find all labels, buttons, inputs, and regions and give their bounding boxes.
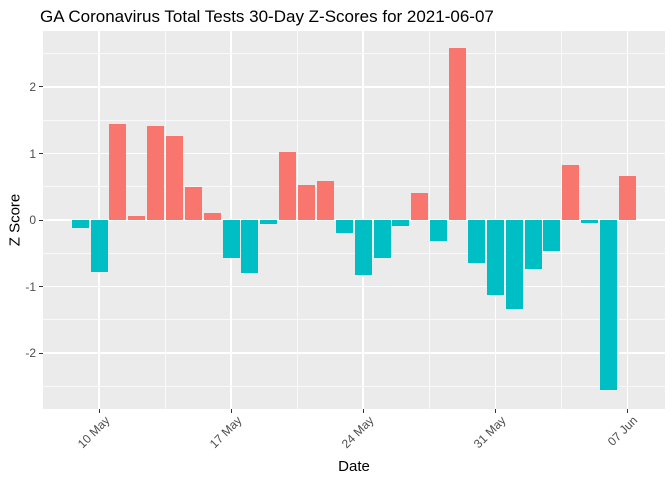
gridline-major-h (43, 219, 665, 221)
gridline-minor-h (43, 252, 665, 254)
gridline-minor-v (560, 31, 562, 409)
bar (600, 220, 617, 391)
gridline-minor-h (43, 319, 665, 321)
y-tick-label: 0 (29, 213, 36, 227)
bar (524, 220, 542, 270)
x-tick-mark (626, 409, 628, 413)
x-tick-mark (98, 409, 100, 413)
x-tick-label: 17 May (206, 413, 245, 452)
gridline-major-v (626, 31, 629, 409)
bar (298, 184, 315, 220)
bar (467, 220, 485, 263)
gridline-major-h (43, 86, 665, 88)
gridline-major-h (43, 352, 665, 354)
bar (373, 220, 391, 258)
y-tick-label: -1 (25, 279, 36, 294)
y-tick-mark (39, 352, 43, 354)
bar (279, 151, 297, 220)
bar (316, 181, 334, 220)
bar (222, 220, 240, 258)
x-tick-mark (494, 409, 496, 413)
bar (430, 220, 448, 242)
y-tick-mark (39, 219, 43, 221)
bar (203, 213, 221, 220)
bar (335, 220, 353, 234)
bar (505, 220, 523, 310)
bar (147, 125, 165, 220)
bar (354, 220, 372, 275)
bar (411, 193, 429, 220)
y-tick-mark (39, 153, 43, 154)
bar (486, 220, 504, 295)
bar (260, 220, 278, 224)
x-tick-mark (362, 409, 364, 413)
x-tick-label: 07 Jun (605, 413, 641, 449)
bar (241, 220, 259, 273)
gridline-minor-v (296, 31, 298, 409)
bar (166, 135, 183, 220)
y-tick-label: -2 (25, 346, 36, 361)
y-tick-label: 1 (29, 146, 36, 161)
plot-panel (43, 31, 665, 409)
x-tick-label: 24 May (338, 413, 377, 452)
x-axis-title: Date (338, 458, 370, 475)
bar (543, 220, 561, 251)
gridline-minor-v (428, 31, 430, 409)
gridline-major-h (43, 152, 665, 155)
gridline-minor-h (43, 53, 665, 55)
x-tick-label: 31 May (470, 413, 509, 452)
bar (90, 220, 108, 272)
y-axis-title: Z Score (6, 193, 24, 247)
gridline-minor-h (43, 186, 665, 188)
gridline-minor-h (43, 119, 665, 121)
x-tick-mark (230, 409, 232, 413)
bar (184, 186, 202, 220)
bar (392, 220, 410, 226)
bar (128, 216, 146, 220)
bar (562, 165, 580, 220)
gridline-major-h (43, 285, 665, 288)
bar (449, 48, 466, 220)
y-tick-mark (39, 86, 43, 88)
gridline-minor-v (164, 31, 166, 409)
x-tick-label: 10 May (74, 413, 113, 452)
bar (581, 220, 599, 223)
chart-title: GA Coronavirus Total Tests 30-Day Z-Scor… (40, 7, 494, 26)
y-tick-label: 2 (29, 79, 36, 94)
bar (109, 124, 127, 220)
bar (71, 220, 89, 228)
bar (618, 176, 636, 220)
gridline-minor-h (43, 385, 665, 387)
y-tick-mark (39, 286, 43, 287)
